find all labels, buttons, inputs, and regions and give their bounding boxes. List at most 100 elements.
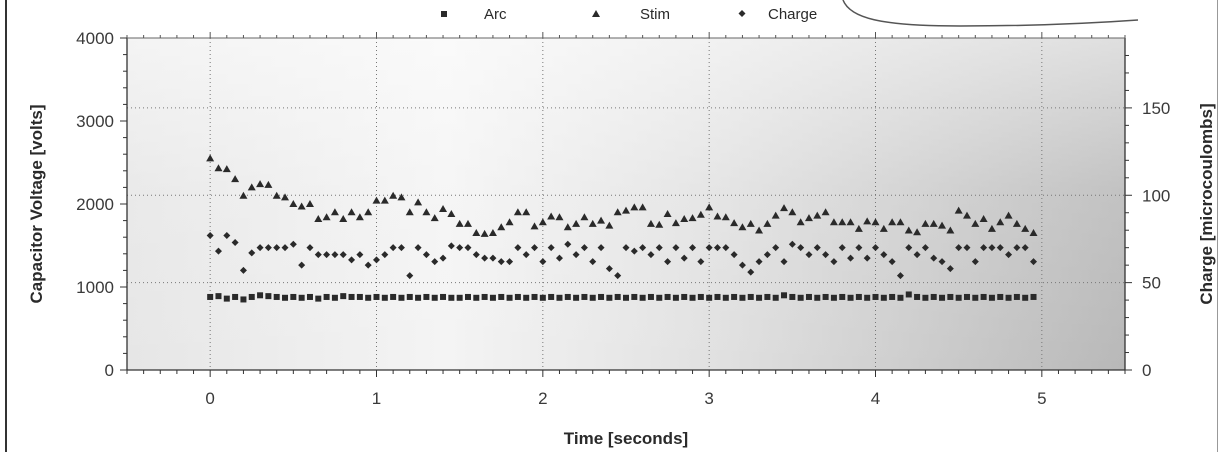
charge-point [273,244,281,252]
arc-point [664,293,671,300]
arc-point [257,292,264,299]
stim-point [347,208,356,216]
charge-point [830,258,838,266]
stim-point [921,219,930,227]
arc-point [922,294,929,301]
charge-point [447,242,455,250]
stim-point [763,219,772,227]
charge-point [298,261,306,269]
stim-point [463,219,472,227]
stim-point [846,218,855,226]
charge-point [905,244,913,252]
arc-point [631,293,638,300]
stim-point [430,214,439,222]
stim-point [771,211,780,219]
arc-point [598,293,605,300]
charge-point [847,254,855,262]
stim-point [821,208,830,216]
charge-point [489,254,497,262]
arc-point [323,293,330,300]
stim-point [497,223,506,231]
stim-point [538,218,547,226]
y2-axis-title: Charge [microcoulombs] [1197,103,1216,304]
charge-point [988,244,996,252]
charge-point [713,244,721,252]
arc-point [614,293,621,300]
arc-point [1030,293,1037,300]
y2-tick-label: 50 [1142,274,1161,293]
stim-point [671,219,680,227]
arc-point [864,294,871,301]
stim-point [555,213,564,221]
charge-point [589,258,597,266]
charge-point [805,251,813,259]
stim-point [572,219,581,227]
y-tick-label: 0 [105,361,114,380]
stim-point [987,224,996,232]
arc-point [647,293,654,300]
stim-point [488,229,497,237]
charge-point [206,231,214,239]
stim-point [563,223,572,231]
charge-point [971,258,979,266]
arc-point [1005,294,1012,301]
stim-point [854,224,863,232]
charge-point [664,258,672,266]
stim-point [372,196,381,204]
arc-point [930,293,937,300]
arc-point [839,293,846,300]
stim-point [455,219,464,227]
arc-point [1022,294,1029,301]
stim-point [863,217,872,225]
charge-point [639,244,647,252]
stim-point [1004,211,1013,219]
arc-point [714,293,721,300]
arc-point [232,293,239,300]
stim-point [938,221,947,229]
charge-point [630,247,638,255]
series-charge [206,231,1038,280]
x-tick-label: 1 [372,389,381,408]
stim-point [696,210,705,218]
charge-point [331,251,339,259]
arc-point [889,293,896,300]
stim-point [730,219,739,227]
legend: Arc Stim Charge [441,6,817,23]
charge-point [472,251,480,259]
arc-point [431,294,438,301]
charge-point [1021,244,1029,252]
charge-point [913,251,921,259]
arc-point [847,294,854,301]
arc-point [290,293,297,300]
charge-point [547,244,555,252]
arc-point [897,294,904,301]
x-tick-label: 4 [871,389,880,408]
charge-point [348,256,356,264]
y-tick-label: 3000 [76,112,114,131]
charge-point [838,244,846,252]
arc-point [240,296,247,303]
arc-point [273,293,280,300]
stim-point [405,208,414,216]
stim-point [971,219,980,227]
x-tick-label: 3 [704,389,713,408]
stim-point [580,213,589,221]
charge-point [514,244,522,252]
charge-point [822,251,830,259]
stim-point [522,208,531,216]
stim-point [1012,219,1021,227]
stim-point [646,219,655,227]
charge-point [214,247,222,255]
arc-point [223,295,230,302]
stim-point [231,175,240,183]
charge-point [389,244,397,252]
charge-point [955,244,963,252]
charge-point [481,254,489,262]
charge-point [605,265,613,273]
charge-point [572,251,580,259]
stim-point [247,183,256,191]
stim-point [530,222,539,230]
charge-point [339,251,347,259]
charge-point [888,258,896,266]
